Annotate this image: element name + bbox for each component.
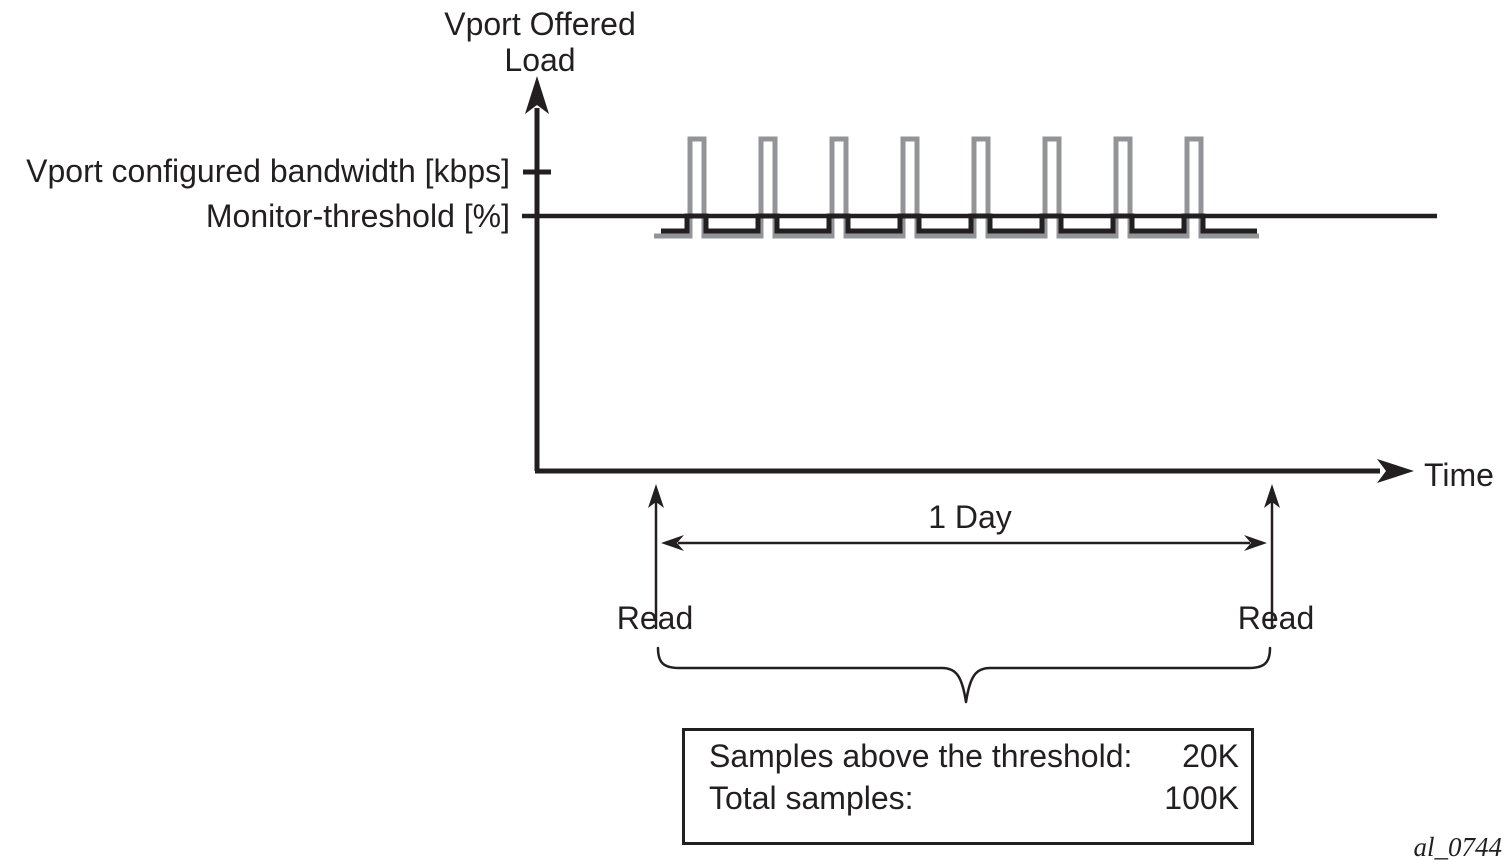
total-samples-label: Total samples:	[709, 780, 914, 816]
summary-row-total: Total samples: 100K	[709, 777, 1239, 819]
sample-window-brace	[656, 646, 1272, 704]
summary-row-threshold: Samples above the threshold: 20K	[709, 735, 1239, 777]
read-label-left: Read	[616, 600, 694, 636]
y-axis-arrowhead-icon	[525, 76, 549, 114]
sampled-load-wave-black	[661, 213, 1257, 234]
read-arrow-left-head-icon	[648, 484, 664, 508]
samples-summary-box: Samples above the threshold: 20K Total s…	[682, 728, 1254, 845]
offered-load-wave-gray	[654, 136, 1259, 239]
monitor-threshold-label: Monitor-threshold [%]	[205, 198, 510, 234]
one-day-right-arrowhead-icon	[1244, 535, 1267, 551]
one-day-left-arrowhead-icon	[661, 535, 684, 551]
read-arrow-right-head-icon	[1264, 484, 1280, 508]
figure-id-watermark: al_0744	[1413, 832, 1502, 862]
one-day-span-label: 1 Day	[928, 499, 1012, 535]
total-samples-value: 100K	[1164, 780, 1239, 816]
y-axis-title: Vport Offered Load	[444, 6, 636, 78]
x-axis-label: Time	[1424, 457, 1494, 493]
samples-above-threshold-label: Samples above the threshold:	[709, 738, 1133, 774]
samples-above-threshold-value: 20K	[1182, 738, 1239, 774]
configured-bandwidth-label: Vport configured bandwidth [kbps]	[26, 153, 510, 189]
x-axis-arrowhead-icon	[1377, 459, 1414, 483]
read-label-right: Read	[1237, 600, 1315, 636]
